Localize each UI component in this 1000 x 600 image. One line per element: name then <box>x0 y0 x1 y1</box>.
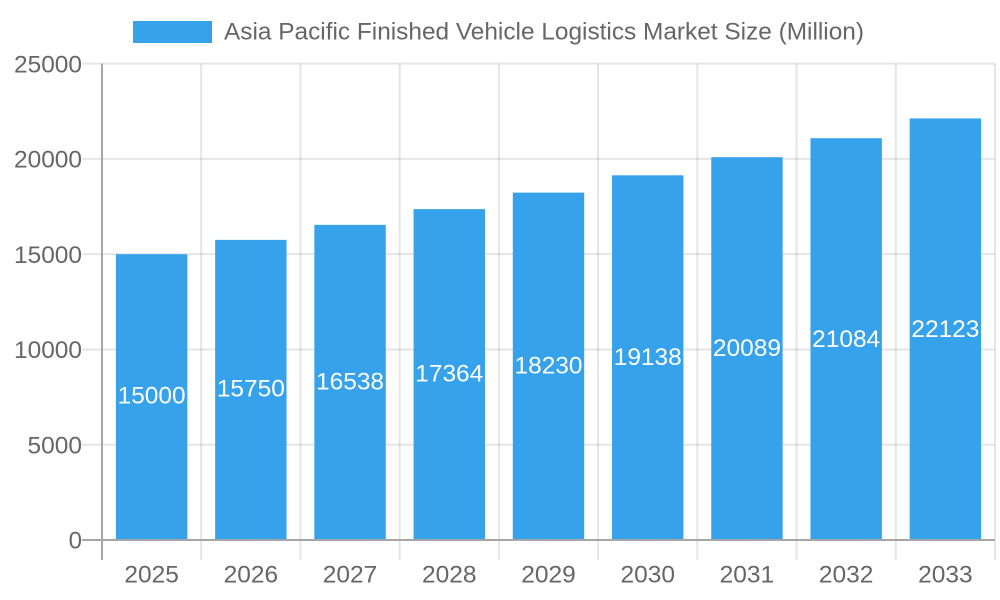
svg-text:10000: 10000 <box>14 337 82 364</box>
svg-text:2029: 2029 <box>521 561 576 588</box>
svg-text:20089: 20089 <box>713 335 781 362</box>
svg-text:0: 0 <box>69 528 82 555</box>
svg-text:2028: 2028 <box>422 561 477 588</box>
svg-text:2030: 2030 <box>620 561 675 588</box>
svg-text:2032: 2032 <box>819 561 874 588</box>
svg-text:2033: 2033 <box>918 561 973 588</box>
svg-text:15000: 15000 <box>14 242 82 269</box>
svg-text:18230: 18230 <box>515 353 583 380</box>
svg-text:5000: 5000 <box>28 432 83 459</box>
svg-text:15000: 15000 <box>118 383 186 410</box>
svg-text:25000: 25000 <box>14 51 82 78</box>
svg-text:2027: 2027 <box>323 561 378 588</box>
svg-text:2025: 2025 <box>124 561 179 588</box>
svg-text:15750: 15750 <box>217 376 285 403</box>
svg-text:21084: 21084 <box>812 326 880 353</box>
svg-text:22123: 22123 <box>911 316 979 343</box>
svg-text:16538: 16538 <box>316 368 384 395</box>
svg-text:20000: 20000 <box>14 147 82 174</box>
svg-text:Asia Pacific Finished Vehicle: Asia Pacific Finished Vehicle Logistics … <box>224 18 864 45</box>
svg-text:17364: 17364 <box>415 361 483 388</box>
svg-text:2026: 2026 <box>224 561 279 588</box>
svg-text:19138: 19138 <box>614 344 682 371</box>
svg-text:2031: 2031 <box>720 561 775 588</box>
